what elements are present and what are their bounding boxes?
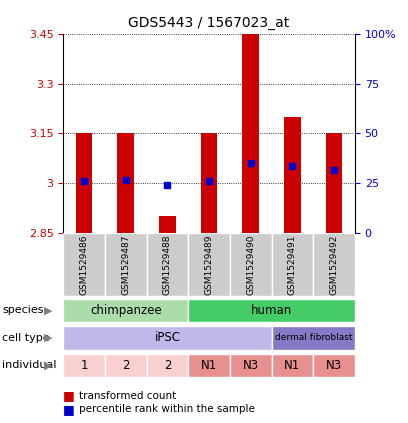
- Bar: [105, 233, 146, 296]
- Text: GSM1529491: GSM1529491: [288, 234, 297, 295]
- Bar: [272, 233, 313, 296]
- Text: iPSC: iPSC: [154, 332, 180, 344]
- Text: GSM1529488: GSM1529488: [163, 234, 172, 295]
- Bar: [63, 354, 105, 377]
- Text: cell type: cell type: [2, 333, 50, 343]
- Text: 1: 1: [80, 359, 88, 372]
- Bar: [146, 233, 188, 296]
- Text: chimpanzee: chimpanzee: [90, 304, 162, 317]
- Bar: [313, 233, 355, 296]
- Bar: [76, 133, 92, 233]
- Bar: [230, 354, 272, 377]
- Bar: [63, 299, 188, 322]
- Text: N1: N1: [284, 359, 301, 372]
- Text: individual: individual: [2, 360, 57, 371]
- Text: transformed count: transformed count: [79, 390, 176, 401]
- Text: ▶: ▶: [44, 360, 52, 371]
- Text: N1: N1: [201, 359, 217, 372]
- Bar: [118, 133, 134, 233]
- Bar: [188, 354, 230, 377]
- Bar: [105, 354, 146, 377]
- Text: ▶: ▶: [44, 305, 52, 316]
- Title: GDS5443 / 1567023_at: GDS5443 / 1567023_at: [129, 16, 290, 30]
- Bar: [63, 326, 272, 350]
- Bar: [284, 117, 301, 233]
- Bar: [272, 354, 313, 377]
- Bar: [188, 233, 230, 296]
- Text: ▶: ▶: [44, 333, 52, 343]
- Bar: [159, 216, 176, 233]
- Text: percentile rank within the sample: percentile rank within the sample: [79, 404, 255, 415]
- Text: 2: 2: [122, 359, 129, 372]
- Text: human: human: [251, 304, 292, 317]
- Bar: [63, 233, 105, 296]
- Bar: [230, 233, 272, 296]
- Bar: [272, 326, 355, 350]
- Text: GSM1529492: GSM1529492: [330, 234, 339, 294]
- Bar: [188, 299, 355, 322]
- Text: GSM1529489: GSM1529489: [204, 234, 214, 295]
- Text: species: species: [2, 305, 44, 316]
- Bar: [326, 133, 342, 233]
- Text: GSM1529486: GSM1529486: [80, 234, 89, 295]
- Bar: [201, 133, 217, 233]
- Text: N3: N3: [243, 359, 259, 372]
- Text: ■: ■: [63, 403, 75, 416]
- Bar: [242, 34, 259, 233]
- Text: GSM1529487: GSM1529487: [121, 234, 130, 295]
- Text: N3: N3: [326, 359, 342, 372]
- Text: GSM1529490: GSM1529490: [246, 234, 255, 295]
- Bar: [313, 354, 355, 377]
- Text: 2: 2: [164, 359, 171, 372]
- Bar: [146, 354, 188, 377]
- Text: dermal fibroblast: dermal fibroblast: [275, 333, 352, 343]
- Text: ■: ■: [63, 389, 75, 402]
